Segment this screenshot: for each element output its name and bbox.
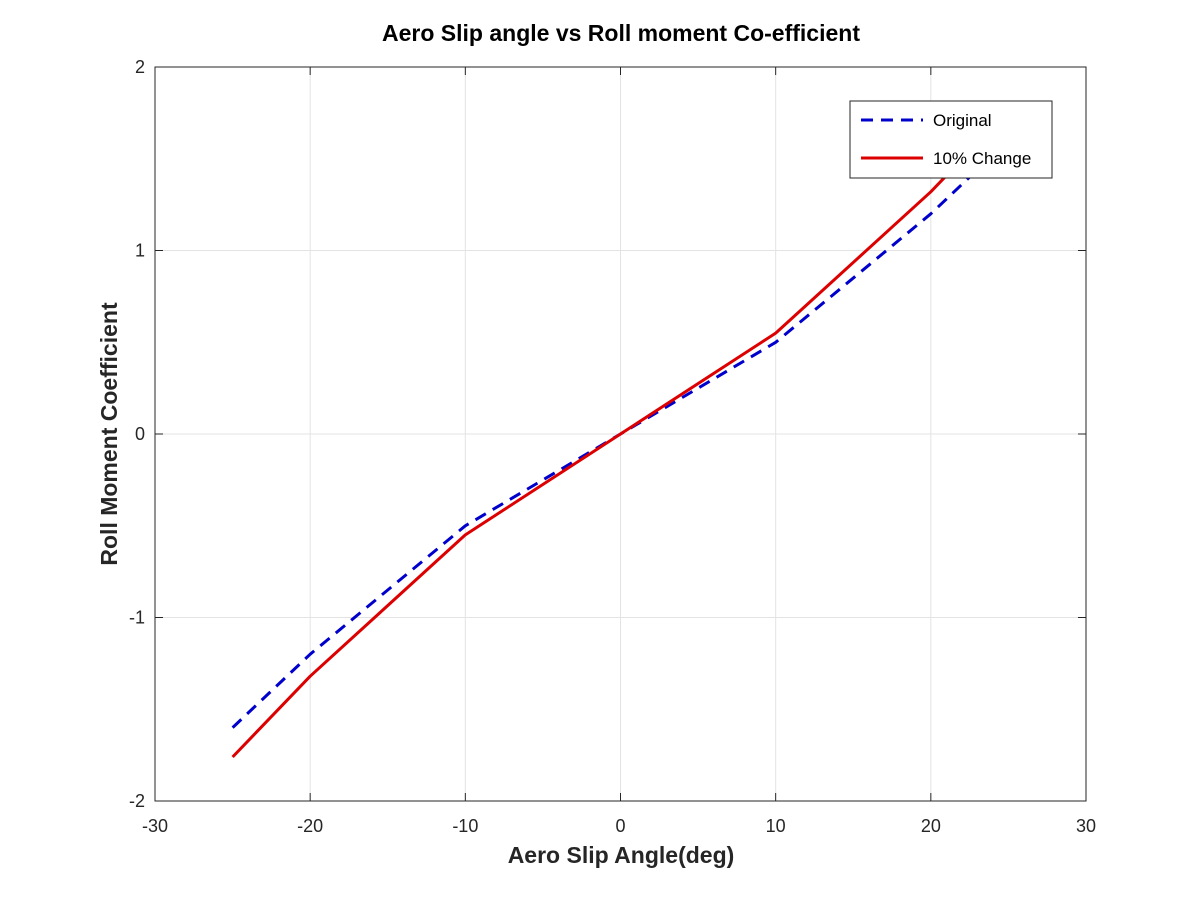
legend-label: 10% Change (933, 149, 1031, 168)
x-tick-label: -30 (142, 816, 168, 836)
y-tick-label: 2 (135, 57, 145, 77)
y-tick-label: 0 (135, 424, 145, 444)
legend-box (849, 100, 1053, 179)
legend: Original 10% Change (849, 100, 1053, 179)
chart-title: Aero Slip angle vs Roll moment Co-effici… (382, 20, 860, 46)
x-tick-label: -20 (297, 816, 323, 836)
plot-lines (231, 109, 1010, 759)
x-tick-label: 10 (766, 816, 786, 836)
y-tick-label: -1 (129, 608, 145, 628)
legend-label: Original (933, 111, 992, 130)
series-line-10-change (231, 109, 1010, 759)
x-tick-label: 30 (1076, 816, 1096, 836)
y-tick-label: 1 (135, 241, 145, 261)
y-axis-label: Roll Moment Coefficient (96, 302, 122, 566)
x-axis-label: Aero Slip Angle(deg) (508, 842, 735, 868)
y-tick-label: -2 (129, 791, 145, 811)
x-tick-label: -10 (452, 816, 478, 836)
x-tick-label: 20 (921, 816, 941, 836)
x-tick-label: 0 (615, 816, 625, 836)
